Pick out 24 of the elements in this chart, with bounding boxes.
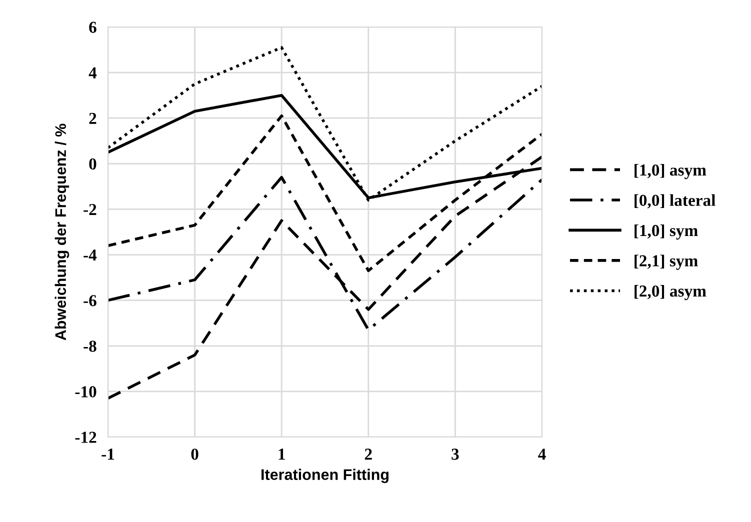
- legend-label: [0,0] lateral: [634, 194, 716, 208]
- legend-label: [1,0] asym: [634, 164, 706, 180]
- x-tick-label: -1: [102, 448, 114, 460]
- x-axis-title: Iterationen Fitting: [262, 468, 388, 484]
- y-tick-label: -12: [75, 432, 96, 443]
- y-tick-label: -10: [75, 386, 96, 398]
- x-tick-label: 4: [538, 448, 546, 460]
- legend-label: [1,0] sym: [634, 224, 698, 240]
- x-tick-label: 0: [191, 448, 198, 460]
- y-tick-label: -2: [84, 204, 96, 216]
- x-tick-label: 3: [452, 448, 459, 460]
- x-tick-label: 2: [364, 448, 372, 460]
- y-tick-label: 2: [89, 112, 96, 124]
- x-tick-label: 1: [278, 448, 285, 460]
- y-tick-label: 4: [88, 67, 97, 78]
- line-series: [108, 46, 542, 202]
- y-tick-label: 0: [89, 158, 96, 170]
- legend-label: [2,1] sym: [634, 254, 698, 270]
- y-tick-label: -4: [84, 250, 97, 261]
- y-tick-label: -8: [84, 340, 96, 352]
- y-tick-label: -6: [84, 295, 96, 306]
- y-axis-title: Abweichung der Frequenz / %: [54, 124, 70, 340]
- legend-label: [2,0] asym: [634, 284, 706, 300]
- y-tick-label: 6: [89, 22, 96, 33]
